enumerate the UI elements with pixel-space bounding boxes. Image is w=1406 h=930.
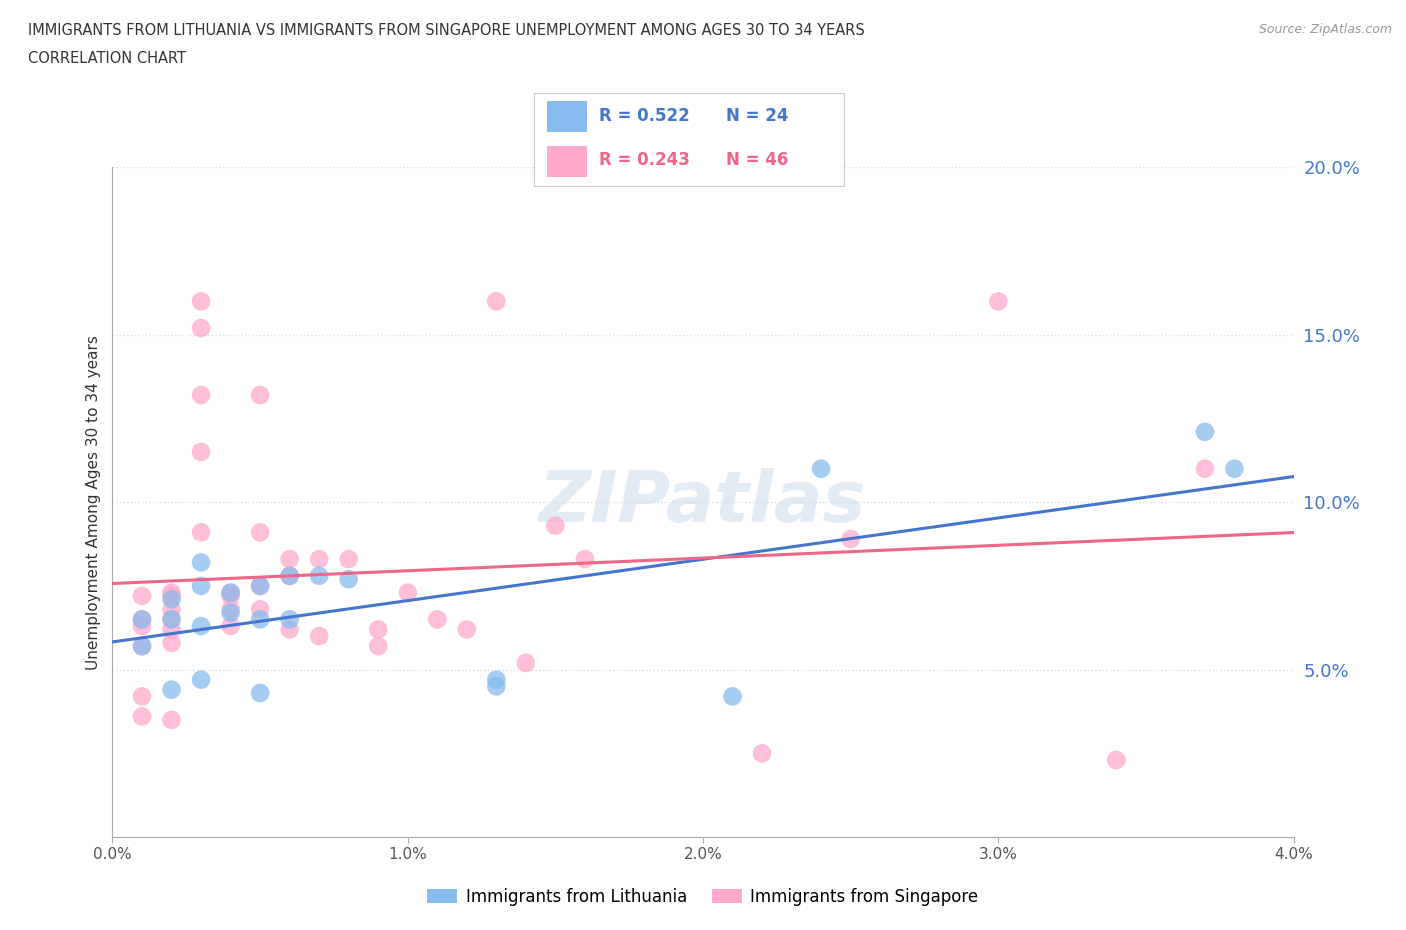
Point	[278, 612, 301, 627]
Text: CORRELATION CHART: CORRELATION CHART	[28, 51, 186, 66]
Point	[219, 605, 242, 620]
Point	[190, 321, 212, 336]
Point	[278, 568, 301, 583]
Point	[426, 612, 449, 627]
Point	[160, 602, 183, 617]
Point	[131, 612, 153, 627]
Y-axis label: Unemployment Among Ages 30 to 34 years: Unemployment Among Ages 30 to 34 years	[86, 335, 101, 670]
Text: ZIPatlas: ZIPatlas	[540, 468, 866, 537]
Point	[249, 388, 271, 403]
Point	[396, 585, 419, 600]
Text: IMMIGRANTS FROM LITHUANIA VS IMMIGRANTS FROM SINGAPORE UNEMPLOYMENT AMONG AGES 3: IMMIGRANTS FROM LITHUANIA VS IMMIGRANTS …	[28, 23, 865, 38]
Point	[751, 746, 773, 761]
Point	[249, 602, 271, 617]
Point	[219, 585, 242, 600]
Point	[278, 551, 301, 566]
Point	[160, 585, 183, 600]
Point	[131, 639, 153, 654]
Point	[131, 612, 153, 627]
Point	[160, 622, 183, 637]
Point	[1194, 461, 1216, 476]
Text: R = 0.243: R = 0.243	[599, 151, 690, 169]
Point	[190, 555, 212, 570]
Point	[131, 709, 153, 724]
Point	[987, 294, 1010, 309]
Point	[190, 388, 212, 403]
Point	[308, 551, 330, 566]
Point	[278, 568, 301, 583]
Point	[367, 622, 389, 637]
Point	[1223, 461, 1246, 476]
Point	[249, 578, 271, 593]
Point	[131, 689, 153, 704]
Point	[249, 578, 271, 593]
Point	[160, 591, 183, 606]
Point	[249, 612, 271, 627]
Point	[485, 672, 508, 687]
Point	[190, 294, 212, 309]
Text: Source: ZipAtlas.com: Source: ZipAtlas.com	[1258, 23, 1392, 36]
Point	[337, 551, 360, 566]
Text: N = 46: N = 46	[725, 151, 789, 169]
Point	[485, 679, 508, 694]
Point	[190, 672, 212, 687]
Point	[574, 551, 596, 566]
Point	[219, 618, 242, 633]
Point	[190, 618, 212, 633]
Legend: Immigrants from Lithuania, Immigrants from Singapore: Immigrants from Lithuania, Immigrants fr…	[420, 881, 986, 912]
Point	[337, 572, 360, 587]
Point	[278, 622, 301, 637]
Point	[160, 635, 183, 650]
Point	[839, 532, 862, 547]
Text: N = 24: N = 24	[725, 107, 789, 126]
Point	[160, 612, 183, 627]
Point	[249, 525, 271, 539]
Point	[219, 602, 242, 617]
Point	[1105, 752, 1128, 767]
Point	[219, 589, 242, 604]
Point	[721, 689, 744, 704]
Point	[456, 622, 478, 637]
FancyBboxPatch shape	[547, 146, 586, 177]
FancyBboxPatch shape	[547, 101, 586, 132]
Point	[544, 518, 567, 533]
Point	[308, 568, 330, 583]
Point	[131, 618, 153, 633]
Point	[367, 639, 389, 654]
Point	[190, 445, 212, 459]
Point	[160, 612, 183, 627]
Point	[160, 712, 183, 727]
Point	[160, 683, 183, 698]
Point	[190, 578, 212, 593]
Point	[131, 589, 153, 604]
Point	[131, 639, 153, 654]
Point	[485, 294, 508, 309]
Point	[308, 629, 330, 644]
Point	[1194, 424, 1216, 439]
Point	[160, 589, 183, 604]
Point	[810, 461, 832, 476]
Point	[190, 525, 212, 539]
Text: R = 0.522: R = 0.522	[599, 107, 690, 126]
Point	[219, 585, 242, 600]
Point	[249, 685, 271, 700]
Point	[515, 656, 537, 671]
